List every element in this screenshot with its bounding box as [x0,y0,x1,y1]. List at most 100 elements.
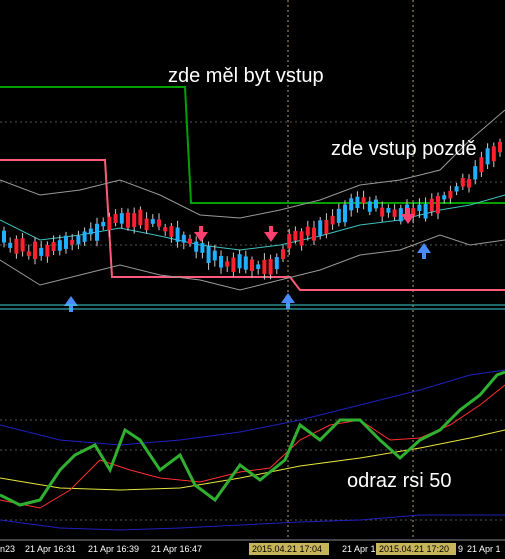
time-label: 21 Apr 16:31 [25,544,76,554]
time-label: 2015.04.21 17:20 [379,544,449,554]
candle-body [33,241,37,260]
candle-body [374,199,378,209]
candle-body [175,227,180,242]
candle-body [8,242,13,248]
candle-body [2,230,6,243]
candle-body [26,251,31,257]
candle-body [76,235,81,245]
candle-body [169,226,174,237]
candle-body [101,221,106,227]
candle-body [150,219,155,224]
candle-body [256,264,261,269]
candle-body [181,234,186,243]
annotation: zde měl byt vstup [168,65,324,87]
candle-body [491,146,496,162]
candle-body [144,218,149,231]
candle-body [498,141,502,153]
candle-body [330,215,335,225]
candle-body [231,257,236,273]
rsi-line [0,370,505,507]
time-label: n23 [0,544,15,554]
candle-body [467,179,471,188]
candle-body [318,220,323,236]
candle-body [219,255,223,268]
candle-body [45,245,50,257]
band-middle [0,194,505,251]
candle-body [212,250,217,261]
candle-body [367,201,372,212]
candle-body [206,246,211,263]
candle-body [250,259,254,271]
candle-body [293,230,298,241]
candle-body [448,190,453,199]
candle-body [392,209,397,217]
candle-body [95,223,99,241]
annotation: zde vstup pozdě [331,138,477,160]
candle-body [268,258,273,275]
candle-body [386,207,391,213]
candle-body [361,197,366,204]
candle-body [336,208,341,223]
candle-body [113,213,118,223]
candle-body [20,238,25,252]
candle-body [485,148,490,165]
candle-body [312,227,316,241]
candle-body [14,238,19,254]
candle-body [299,231,304,246]
channel-high [0,86,505,204]
rsi-band-upper [0,369,505,446]
candle-body [398,208,403,222]
candle-body [39,247,44,256]
candle-body [194,241,199,252]
annotation: odraz rsi 50 [347,470,452,492]
candle-body [423,204,428,219]
candle-body [82,231,87,242]
time-highlight [376,543,456,555]
rsi-band-lower [0,514,505,531]
candle-body [57,240,62,251]
grid [0,121,505,521]
candle-body [88,228,93,235]
candle-body [473,166,478,180]
candle-body [429,198,434,212]
candle-body [417,204,422,211]
time-label: 21 Apr 16:47 [151,544,202,554]
candles [2,138,502,280]
candle-body [305,226,310,236]
band-upper [0,109,505,219]
candle-body [51,242,56,251]
candle-body [436,196,440,214]
candle-body [460,177,465,187]
candle-body [107,216,112,231]
candle-body [355,196,360,209]
channel-low [0,159,505,291]
candle-body [442,195,447,200]
candle-body [287,234,292,249]
time-highlight [249,543,329,555]
candle-body [479,157,484,173]
candle-body [138,209,143,226]
time-label: 9 [458,544,463,554]
candle-body [188,238,192,244]
candle-body [281,249,285,259]
time-label: 2015.04.21 17:04 [252,544,322,554]
candle-body [411,208,416,217]
candle-body [237,254,242,269]
candle-body [349,198,354,211]
time-label: 21 Apr 1 [342,544,376,554]
candle-body [243,256,248,270]
candle-body [454,186,459,192]
candle-body [380,207,385,217]
signal-arrows [64,208,431,312]
candle-body [343,204,347,223]
candle-body [64,235,68,249]
time-label: 21 Apr 1 [467,544,501,554]
candle-body [262,259,267,275]
candle-body [200,242,205,253]
candle-body [274,257,279,270]
time-label: 21 Apr 16:39 [88,544,139,554]
candle-body [225,261,230,267]
candle-body [157,219,161,227]
